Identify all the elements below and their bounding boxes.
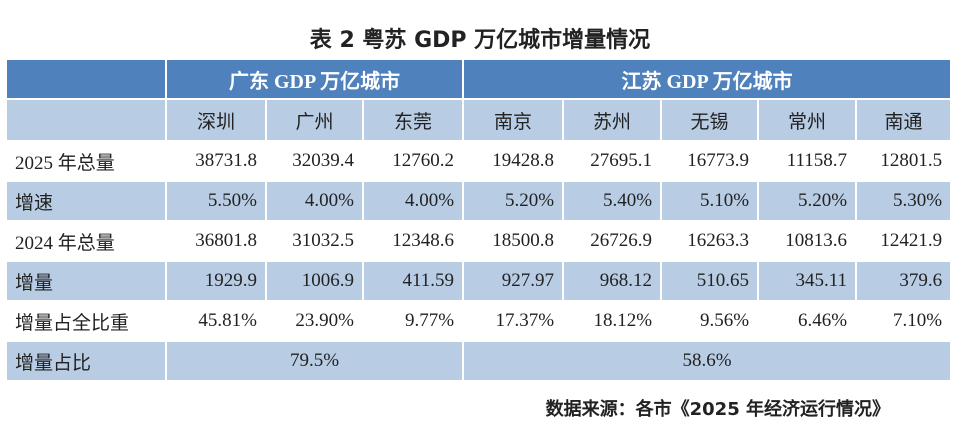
data-cell: 5.40%	[562, 180, 663, 222]
data-cell: 5.30%	[855, 180, 953, 222]
data-cell: 79.5%	[164, 340, 465, 382]
corner-cell	[5, 58, 167, 100]
city-header: 东莞	[361, 98, 465, 142]
row-label: 增速	[5, 180, 167, 222]
data-cell: 9.56%	[660, 300, 760, 342]
corner-cell	[5, 98, 167, 142]
row-label: 增量	[5, 260, 167, 302]
data-cell: 18500.8	[462, 220, 565, 262]
data-cell: 12801.5	[855, 140, 953, 182]
data-cell: 12348.6	[361, 220, 465, 262]
data-cell: 27695.1	[562, 140, 663, 182]
data-cell: 1006.9	[265, 260, 364, 302]
row-label: 2024 年总量	[5, 220, 167, 262]
data-cell: 6.46%	[757, 300, 858, 342]
data-table: 广东 GDP 万亿城市 江苏 GDP 万亿城市 深圳 广州 东莞 南京 苏州 无锡 常州 南通 20…	[5, 58, 953, 382]
data-cell: 26726.9	[562, 220, 663, 262]
source-note: 数据来源：各市《2025 年经济运行情况》	[545, 399, 890, 420]
data-row: 增量占比 79.5% 58.6%	[5, 340, 953, 382]
data-cell: 17.37%	[462, 300, 565, 342]
city-header: 南通	[855, 98, 953, 142]
data-row: 2025 年总量 38731.8 32039.4 12760.2 19428.8 2769…	[5, 140, 953, 182]
group-header: 江苏 GDP 万亿城市	[462, 58, 953, 100]
data-row: 增量 1929.9 1006.9 411.59 927.97 968.12 510.65 34…	[5, 260, 953, 302]
city-header: 深圳	[165, 98, 267, 142]
city-header: 无锡	[660, 98, 760, 142]
data-row: 增量占全比重 45.81% 23.90% 9.77% 17.37% 18.12% 9.56%…	[5, 300, 953, 342]
data-cell: 968.12	[562, 260, 663, 302]
data-cell: 9.77%	[361, 300, 465, 342]
data-cell: 16263.3	[660, 220, 760, 262]
row-label: 2025 年总量	[5, 140, 167, 182]
data-cell: 36801.8	[165, 220, 267, 262]
data-cell: 18.12%	[562, 300, 663, 342]
data-cell: 12760.2	[361, 140, 465, 182]
data-cell: 45.81%	[165, 300, 267, 342]
city-header: 苏州	[562, 98, 663, 142]
data-cell: 31032.5	[265, 220, 364, 262]
data-row: 2024 年总量 36801.8 31032.5 12348.6 18500.8 2672…	[5, 220, 953, 262]
group-header-row: 广东 GDP 万亿城市 江苏 GDP 万亿城市	[5, 58, 953, 100]
group-header: 广东 GDP 万亿城市	[164, 58, 465, 100]
row-label: 增量占全比重	[5, 300, 167, 342]
data-cell: 58.6%	[462, 340, 953, 382]
data-row: 增速 5.50% 4.00% 4.00% 5.20% 5.40% 5.10% 5.20% 5.3…	[5, 180, 953, 222]
table-title: 表 2 粤苏 GDP 万亿城市增量情况	[309, 28, 651, 53]
data-cell: 4.00%	[361, 180, 465, 222]
data-cell: 19428.8	[462, 140, 565, 182]
data-cell: 1929.9	[165, 260, 267, 302]
data-cell: 12421.9	[855, 220, 953, 262]
data-cell: 32039.4	[265, 140, 364, 182]
data-cell: 11158.7	[757, 140, 858, 182]
data-cell: 510.65	[660, 260, 760, 302]
data-cell: 5.20%	[462, 180, 565, 222]
data-cell: 5.20%	[757, 180, 858, 222]
data-cell: 23.90%	[265, 300, 364, 342]
city-header: 广州	[265, 98, 364, 142]
city-header: 常州	[757, 98, 858, 142]
data-cell: 10813.6	[757, 220, 858, 262]
data-cell: 379.6	[855, 260, 953, 302]
city-header-row: 深圳 广州 东莞 南京 苏州 无锡 常州 南通	[5, 98, 953, 142]
row-label: 增量占比	[5, 340, 167, 382]
city-header: 南京	[462, 98, 565, 142]
data-cell: 411.59	[361, 260, 465, 302]
data-cell: 38731.8	[165, 140, 267, 182]
data-cell: 16773.9	[660, 140, 760, 182]
data-cell: 5.50%	[165, 180, 267, 222]
data-cell: 7.10%	[855, 300, 953, 342]
data-cell: 4.00%	[265, 180, 364, 222]
data-cell: 345.11	[757, 260, 858, 302]
data-cell: 5.10%	[660, 180, 760, 222]
data-cell: 927.97	[462, 260, 565, 302]
